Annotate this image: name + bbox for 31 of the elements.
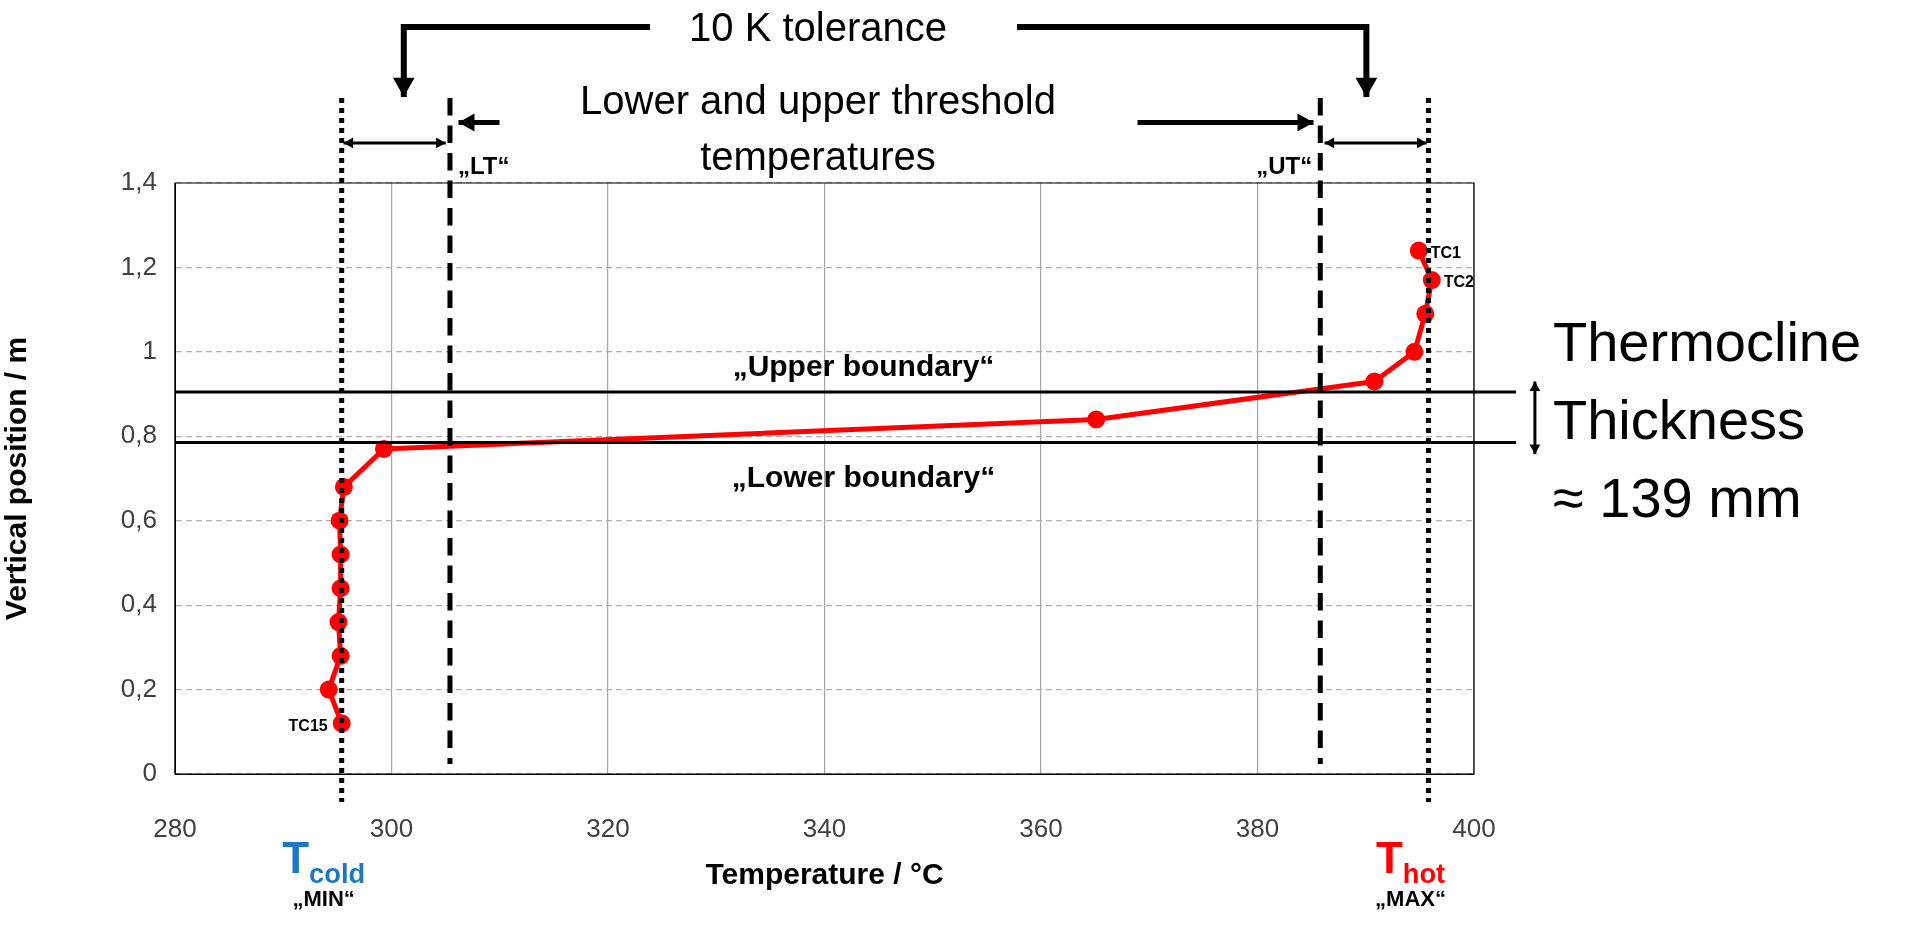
ref-line-label: „Lower boundary“ [731, 459, 996, 493]
y-tick-label: 0,2 [120, 672, 157, 703]
y-tick-label: 0,4 [120, 588, 157, 619]
text: 10 K tolerance [689, 5, 947, 50]
y-tick-label: 0,6 [120, 503, 157, 534]
x-tick-label: 280 [153, 812, 197, 843]
x-tick-label: 400 [1452, 812, 1496, 843]
y-tick-label: 0,8 [120, 419, 157, 450]
x-tick-label: 360 [1019, 812, 1063, 843]
x-tick-label: 380 [1235, 812, 1280, 843]
ref-line-label: „UT“ [1256, 152, 1313, 179]
y-axis-title: Vertical position / m [0, 336, 33, 621]
ref-line-label: „LT“ [457, 152, 510, 179]
x-tick-label: 340 [802, 812, 847, 843]
y-tick-label: 1,2 [120, 250, 157, 281]
y-tick-label: 1,4 [120, 166, 157, 197]
point [1409, 241, 1428, 260]
annotation: TC15 [288, 716, 328, 734]
x-axis-title: Temperature / °C [705, 857, 944, 891]
text: Thermocline Thickness ≈ 139 mm [1553, 310, 1862, 530]
point [1405, 342, 1424, 361]
point [1087, 410, 1106, 429]
text: Lower and upper threshold temperatures [580, 78, 1056, 179]
point [319, 680, 338, 699]
ref-line-label: „Upper boundary“ [732, 348, 995, 382]
x-tick-label: 300 [369, 812, 414, 843]
point [1365, 372, 1384, 391]
y-tick-label: 1 [142, 335, 157, 366]
annotation: TC1 [1430, 243, 1462, 261]
x-tick-label: 320 [586, 812, 630, 843]
y-tick-label: 0 [142, 757, 157, 788]
